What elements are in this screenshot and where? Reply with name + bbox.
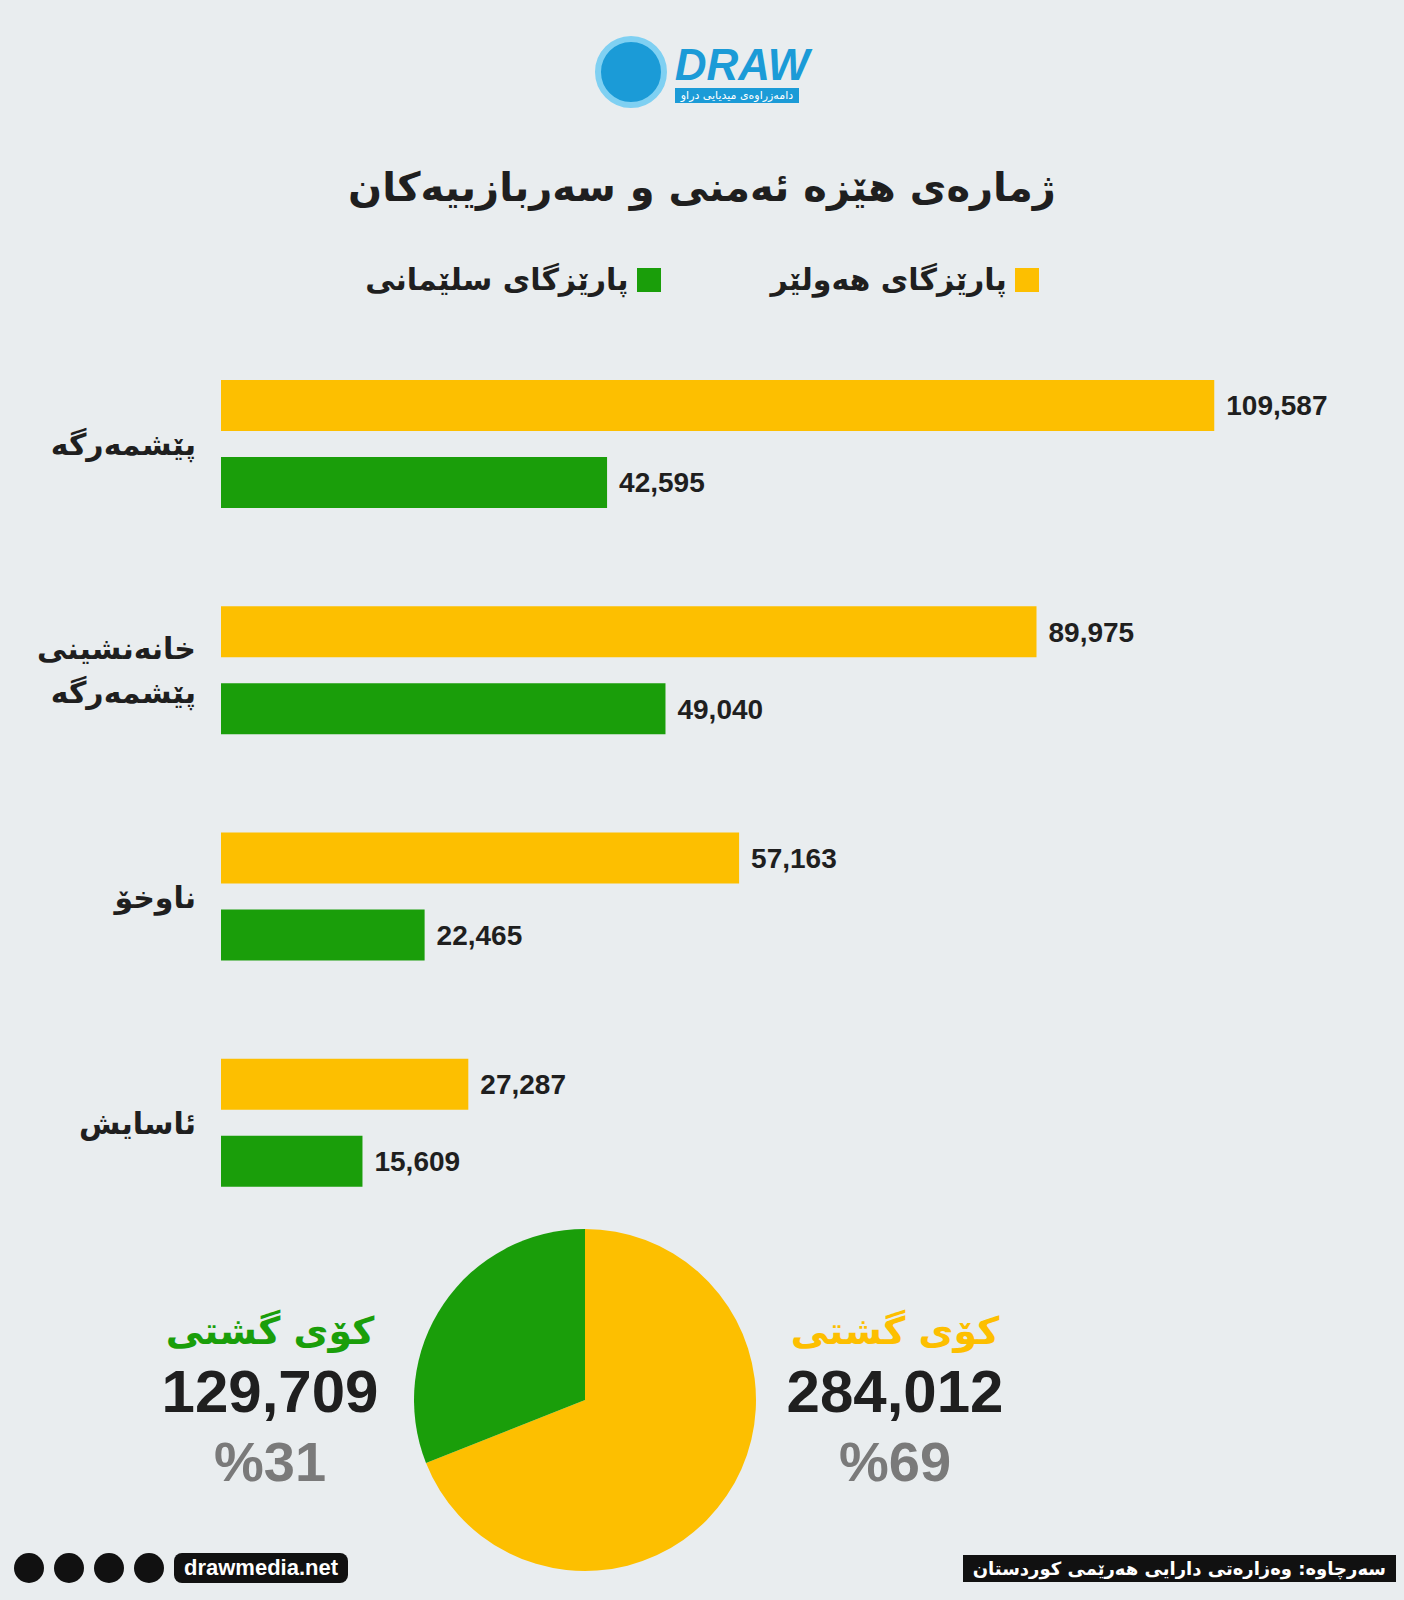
svg-text:89,975: 89,975	[1049, 617, 1135, 648]
html-text:پارێزگای هەولێر: پارێزگای هەولێر	[770, 262, 1007, 297]
html-text:%69: %69	[839, 1430, 951, 1493]
html-text:دامەزراوەی میدیایی دراو: دامەزراوەی میدیایی دراو	[680, 88, 794, 102]
html-text:کۆی گشتی: کۆی گشتی	[790, 1309, 1000, 1353]
svg-text:خانەنشینی: خانەنشینی	[37, 631, 196, 666]
html-text:129,709: 129,709	[161, 1358, 379, 1425]
svg-text:57,163: 57,163	[751, 843, 837, 874]
html-text:کۆی گشتی: کۆی گشتی	[165, 1309, 375, 1353]
svg-text:42,595: 42,595	[619, 467, 705, 498]
html-text:پارێزگای سلێمانی: پارێزگای سلێمانی	[365, 262, 629, 297]
html-text:سەرچاوە: وەزارەتی دارایی هەرێم: سەرچاوە: وەزارەتی دارایی هەرێمی کوردستان	[972, 1558, 1386, 1579]
svg-text:109,587: 109,587	[1226, 390, 1327, 421]
svg-text:پێشمەرگە: پێشمەرگە	[51, 675, 196, 711]
html-text:drawmedia.net: drawmedia.net	[184, 1555, 338, 1580]
svg-text:ئاسایش: ئاسایش	[79, 1106, 196, 1141]
svg-text:15,609: 15,609	[374, 1146, 460, 1177]
svg-text:ناوخۆ: ناوخۆ	[112, 880, 196, 916]
html-text:DRAW: DRAW	[674, 39, 810, 89]
html-text:%31: %31	[214, 1430, 326, 1493]
html-text:ژمارەی هێزە ئەمنی و سەربازییەک: ژمارەی هێزە ئەمنی و سەربازییەکان	[348, 164, 1056, 210]
svg-text:پێشمەرگە: پێشمەرگە	[51, 427, 196, 463]
svg-text:27,287: 27,287	[480, 1069, 566, 1100]
svg-text:49,040: 49,040	[677, 694, 763, 725]
svg-text:22,465: 22,465	[437, 920, 523, 951]
html-text:284,012: 284,012	[786, 1358, 1004, 1425]
